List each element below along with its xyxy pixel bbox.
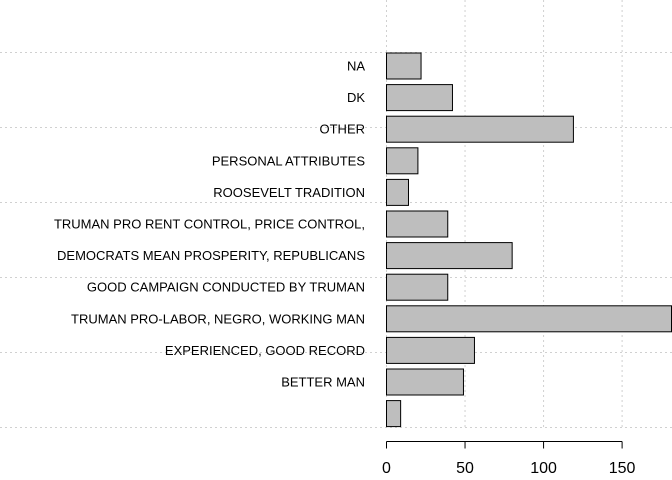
category-label-1: DK <box>347 90 365 105</box>
bar-11 <box>386 400 402 428</box>
bar-10 <box>386 368 464 396</box>
bar-1 <box>386 84 453 112</box>
category-label-6: DEMOCRATS MEAN PROSPERITY, REPUBLICANS <box>57 248 365 263</box>
category-label-3: PERSONAL ATTRIBUTES <box>212 153 365 168</box>
category-label-8: TRUMAN PRO-LABOR, NEGRO, WORKING MAN <box>71 311 365 326</box>
category-label-2: OTHER <box>320 122 366 137</box>
category-label-10: BETTER MAN <box>281 375 365 390</box>
category-labels: NA DK OTHER PERSONAL ATTRIBUTES ROOSEVELT TR… <box>54 59 365 390</box>
bar-0 <box>386 52 422 80</box>
bar-5 <box>386 210 449 238</box>
bar-8 <box>386 305 672 333</box>
x-axis: 0 50 100 150 <box>382 441 636 477</box>
category-label-0: NA <box>347 59 365 74</box>
category-label-7: GOOD CAMPAIGN CONDUCTED BY TRUMAN <box>87 280 365 295</box>
bar-9 <box>386 336 475 364</box>
bar-2 <box>386 115 574 143</box>
bar-3 <box>386 147 419 175</box>
bars-layer <box>386 52 672 428</box>
bar-4 <box>386 178 409 206</box>
x-tick-label-0: 0 <box>382 460 391 477</box>
x-tick-label-1: 50 <box>456 460 474 477</box>
category-label-5: TRUMAN PRO RENT CONTROL, PRICE CONTROL, <box>54 217 365 232</box>
bar-6 <box>386 242 513 270</box>
x-tick-label-3: 150 <box>609 460 636 477</box>
category-label-9: EXPERIENCED, GOOD RECORD <box>165 343 365 358</box>
x-tick-label-2: 100 <box>530 460 557 477</box>
grid-layer <box>0 0 672 428</box>
category-label-4: ROOSEVELT TRADITION <box>213 185 365 200</box>
bar-7 <box>386 273 449 301</box>
